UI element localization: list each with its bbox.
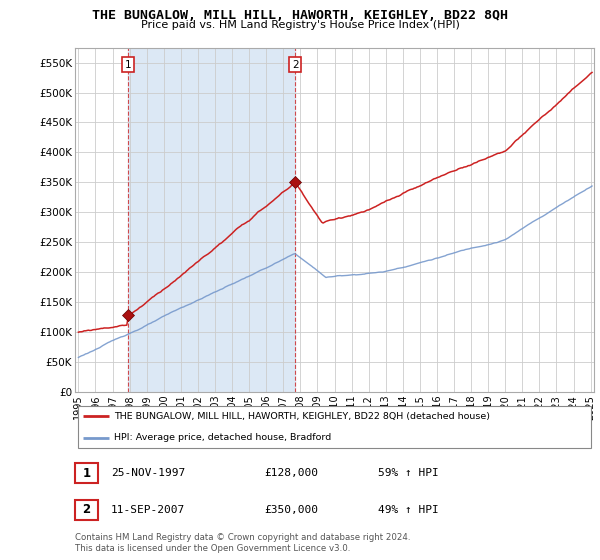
Text: 2: 2 [292, 59, 299, 69]
Text: HPI: Average price, detached house, Bradford: HPI: Average price, detached house, Brad… [114, 433, 331, 442]
Text: 1: 1 [82, 466, 91, 480]
Text: 1: 1 [125, 59, 131, 69]
Text: 2: 2 [82, 503, 91, 516]
FancyBboxPatch shape [77, 405, 592, 449]
Text: THE BUNGALOW, MILL HILL, HAWORTH, KEIGHLEY, BD22 8QH (detached house): THE BUNGALOW, MILL HILL, HAWORTH, KEIGHL… [114, 412, 490, 421]
Text: 25-NOV-1997: 25-NOV-1997 [111, 468, 185, 478]
Text: £128,000: £128,000 [264, 468, 318, 478]
Text: THE BUNGALOW, MILL HILL, HAWORTH, KEIGHLEY, BD22 8QH: THE BUNGALOW, MILL HILL, HAWORTH, KEIGHL… [92, 9, 508, 22]
Text: £350,000: £350,000 [264, 505, 318, 515]
Text: Contains HM Land Registry data © Crown copyright and database right 2024.
This d: Contains HM Land Registry data © Crown c… [75, 533, 410, 553]
Text: 49% ↑ HPI: 49% ↑ HPI [378, 505, 439, 515]
Text: 11-SEP-2007: 11-SEP-2007 [111, 505, 185, 515]
Bar [128, 48, 295, 392]
Text: 59% ↑ HPI: 59% ↑ HPI [378, 468, 439, 478]
Text: Price paid vs. HM Land Registry's House Price Index (HPI): Price paid vs. HM Land Registry's House … [140, 20, 460, 30]
